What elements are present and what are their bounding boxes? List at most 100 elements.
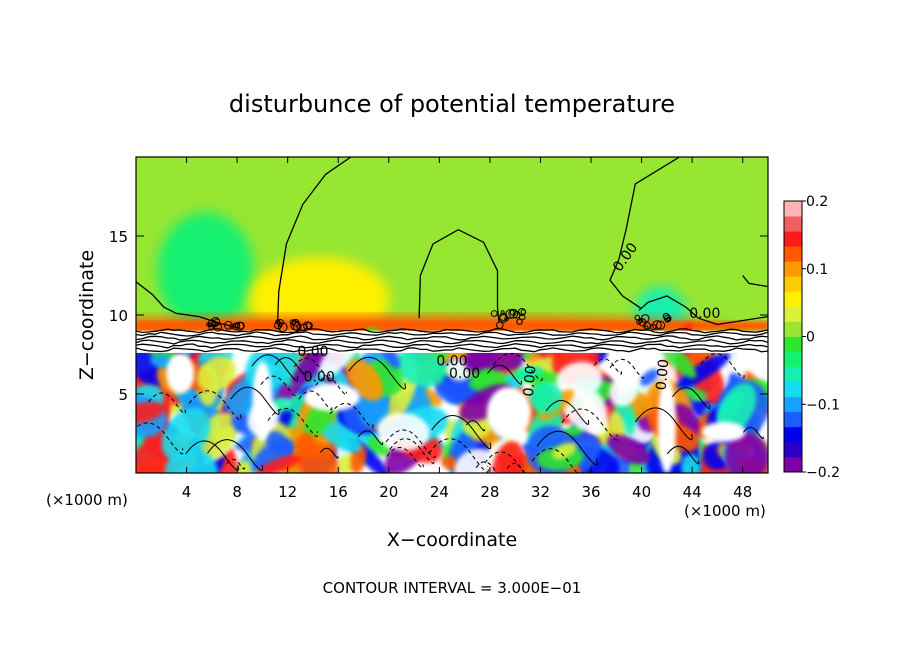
warm-strip xyxy=(136,321,768,331)
x-tick-label: 20 xyxy=(379,483,398,501)
turbulent-cell xyxy=(454,448,502,473)
band-tuft xyxy=(517,308,526,316)
band-tuft xyxy=(516,318,523,325)
turbulent-cell xyxy=(607,434,651,465)
band-tuft xyxy=(490,310,498,317)
zero-contour xyxy=(609,157,680,310)
band-tuft xyxy=(292,319,300,327)
swirl-contour xyxy=(315,377,347,396)
swirl-contour xyxy=(742,427,764,440)
colorbar-swatch xyxy=(784,336,802,352)
colorbar-swatch xyxy=(784,306,802,322)
x-tick-label: 40 xyxy=(632,483,651,501)
y-tick-label: 5 xyxy=(118,386,128,404)
band-tuft xyxy=(496,321,504,330)
colorbar-swatch xyxy=(784,456,802,473)
plume-region xyxy=(657,377,676,473)
y-axis-label: Z−coordinate xyxy=(76,250,98,380)
colorbar-swatch xyxy=(784,426,802,443)
band-line xyxy=(136,335,768,341)
swirl-contour xyxy=(185,440,239,471)
x-axis: 4 8 12 16 20 24 28 32 36 40 44 48 xyxy=(182,157,752,501)
swirl-contour xyxy=(226,458,245,470)
swirl-contour xyxy=(188,390,242,421)
swirl-contour xyxy=(428,438,489,473)
swirl-contour xyxy=(320,447,339,459)
colorbar-swatch xyxy=(784,366,802,383)
turbulent-cell xyxy=(676,352,731,389)
swirl-contour xyxy=(386,447,424,469)
band-tuft xyxy=(518,313,526,321)
band-tuft xyxy=(652,320,662,330)
swirl-contour xyxy=(536,430,598,466)
turbulent-cell xyxy=(161,407,211,462)
zero-contour xyxy=(418,228,500,322)
turbulent-cell xyxy=(717,383,757,434)
colorbar-tick-label: −0.1 xyxy=(806,397,840,413)
turbulent-cell xyxy=(235,460,252,473)
x-tick-label: 28 xyxy=(480,483,499,501)
band-tuft xyxy=(650,323,657,331)
x-tick-label: 4 xyxy=(182,483,192,501)
swirl-contour xyxy=(475,461,501,473)
colorbar-swatch xyxy=(784,351,802,368)
swirl-contour xyxy=(531,448,584,473)
swirl-contour xyxy=(274,356,306,375)
band-tuft xyxy=(655,320,666,330)
swirl-contour xyxy=(666,445,700,465)
swirl-contour xyxy=(260,375,296,397)
contour-label: 0.00 xyxy=(449,366,480,382)
plume-region xyxy=(486,386,531,439)
swirl-contour xyxy=(465,420,485,432)
x-tick-label: 44 xyxy=(683,483,702,501)
turbulent-cell xyxy=(136,401,165,425)
colorbar-swatch xyxy=(784,321,802,337)
band-tuft xyxy=(206,322,211,327)
turbulent-cell xyxy=(150,354,174,368)
swirl-contour xyxy=(136,422,184,455)
colorbar-swatch xyxy=(784,381,802,398)
swirl-contour xyxy=(385,429,436,459)
turbulent-cell xyxy=(464,347,487,373)
plot-area xyxy=(136,157,768,473)
turbulent-cell xyxy=(255,453,303,473)
swirl-contour xyxy=(293,357,331,379)
swirl-contour xyxy=(298,390,333,411)
x-tick-label: 36 xyxy=(581,483,600,501)
swirl-contour xyxy=(431,414,492,450)
zero-contour xyxy=(276,157,352,323)
swirl-contour xyxy=(207,439,264,472)
band-tuft xyxy=(662,312,670,320)
y-axis: 5 10 15 xyxy=(109,228,768,404)
contour-label: 0.00 xyxy=(436,354,467,370)
colorbar-swatch xyxy=(784,261,802,277)
swirl-contour xyxy=(487,364,522,385)
turbulent-cell xyxy=(724,432,768,473)
field-region xyxy=(414,235,503,332)
turbulent-cell xyxy=(291,346,329,387)
swirl-contour xyxy=(389,438,435,464)
band-tuft xyxy=(505,309,516,319)
turbulent-cell xyxy=(681,453,701,473)
chart-title: disturbunce of potential temperature xyxy=(229,90,675,118)
swirl-contour xyxy=(251,354,299,382)
swirl-contour xyxy=(545,399,590,425)
band-tuft xyxy=(235,321,245,331)
band-line xyxy=(136,347,768,353)
colorbar-swatch xyxy=(784,291,802,307)
colorbar-tick-label: 0.2 xyxy=(806,194,828,210)
plume-region xyxy=(252,361,273,442)
zero-contour xyxy=(136,281,238,329)
swirl-contour xyxy=(700,353,745,379)
band-tuft xyxy=(208,324,215,331)
band-tuft xyxy=(638,318,647,327)
contour-label: 0.00 xyxy=(304,369,335,385)
x-tick-label: 48 xyxy=(733,483,752,501)
band-tuft xyxy=(303,321,312,331)
plume-region xyxy=(701,421,746,442)
turbulent-cell xyxy=(376,412,430,452)
colorbar-tick-label: −0.2 xyxy=(806,465,840,481)
band-line xyxy=(136,339,768,345)
swirl-contour xyxy=(609,358,645,379)
